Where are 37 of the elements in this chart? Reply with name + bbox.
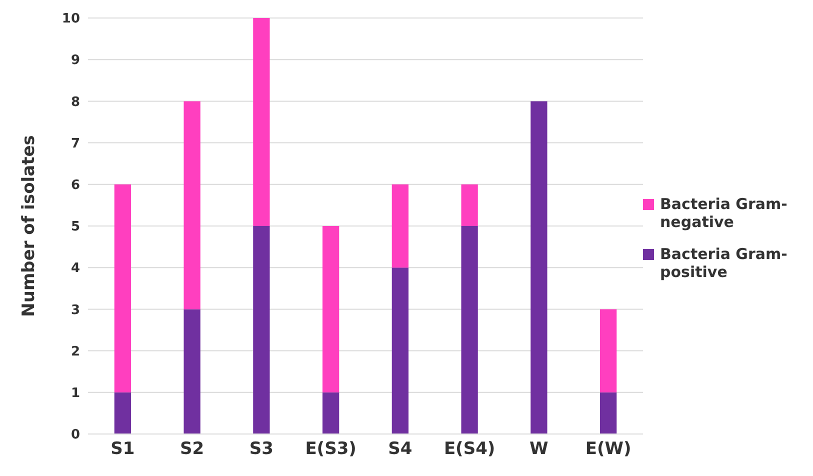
- bar: [184, 309, 200, 434]
- bar: [530, 101, 548, 434]
- y-tick-label: 4: [70, 261, 80, 276]
- x-tick-label: E(S4): [444, 439, 496, 460]
- y-tick-label: 9: [70, 53, 80, 68]
- bar: [114, 184, 132, 392]
- x-tick-label: W: [530, 439, 549, 460]
- bar: [253, 18, 270, 226]
- y-tick-label: 7: [70, 136, 80, 152]
- y-tick-label: 8: [70, 94, 80, 110]
- bar: [461, 226, 478, 434]
- x-tick-label: S1: [110, 439, 135, 460]
- y-tick-label: 1: [70, 386, 80, 402]
- bar: [322, 392, 340, 434]
- x-tick-label: S4: [388, 439, 412, 460]
- x-tick-label: S3: [249, 439, 274, 460]
- y-tick-label: 3: [70, 302, 80, 318]
- y-tick-label: 6: [70, 178, 80, 194]
- bar: [184, 101, 200, 310]
- y-tick-label: 10: [62, 12, 80, 27]
- legend-label: Bacteria Gram-positive: [660, 245, 788, 281]
- bar: [253, 226, 270, 434]
- bar: [392, 268, 409, 434]
- y-tick-label: 0: [70, 428, 80, 443]
- bar: [600, 309, 617, 392]
- y-tick-label: 2: [70, 344, 80, 360]
- x-tick-label: E(W): [585, 439, 632, 460]
- x-tick-label: E(S3): [305, 439, 356, 460]
- bar: [322, 226, 340, 392]
- bar: [600, 392, 617, 434]
- bar: [114, 392, 132, 434]
- legend-label: Bacteria Gram-negative: [660, 195, 788, 231]
- y-tick-label: 5: [70, 220, 80, 235]
- x-tick-label: S2: [180, 439, 204, 460]
- bar: [392, 184, 409, 268]
- y-axis-title: Number of isolates: [19, 135, 40, 317]
- bar: [461, 184, 478, 226]
